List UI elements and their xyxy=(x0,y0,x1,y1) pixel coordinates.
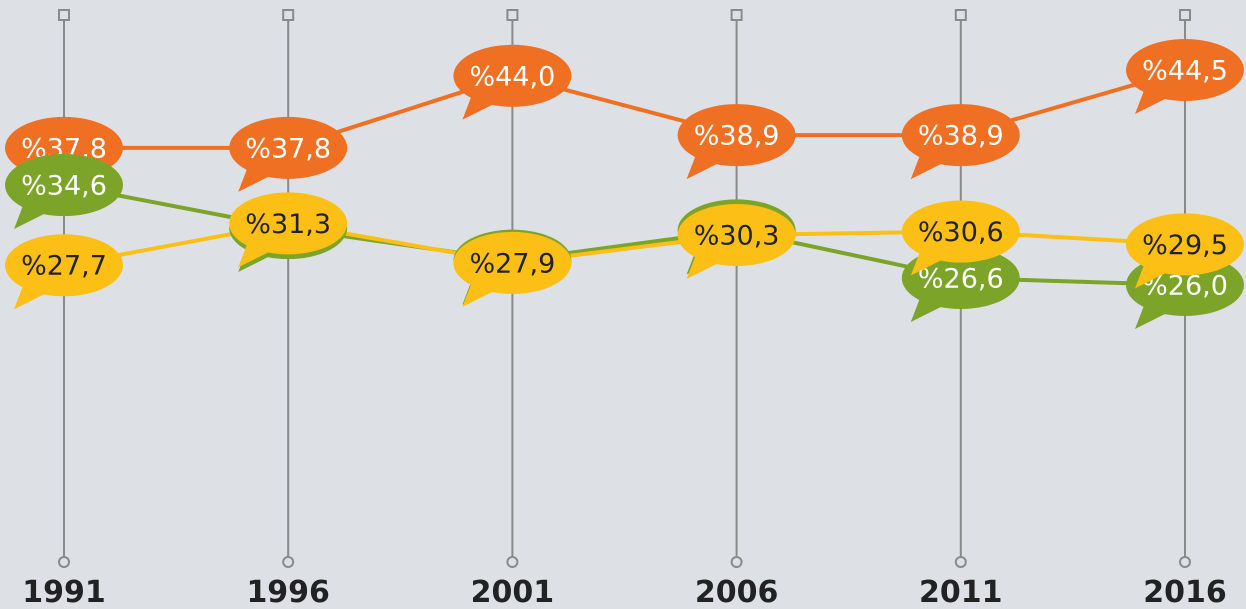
value-label: %34,6 xyxy=(21,171,107,202)
bubble xyxy=(1126,39,1244,101)
bubble xyxy=(5,234,123,297)
bubble xyxy=(677,204,796,267)
value-label: %38,9 xyxy=(918,121,1004,152)
value-label: %30,3 xyxy=(694,221,780,252)
guide-bottom xyxy=(282,556,295,568)
value-label: %37,8 xyxy=(245,133,331,164)
guide-top xyxy=(730,9,743,21)
guide-top xyxy=(1179,9,1191,21)
value-label: %27,9 xyxy=(470,248,556,279)
value-label: %31,3 xyxy=(245,209,331,240)
bubble xyxy=(677,104,796,167)
value-label: %26,6 xyxy=(918,264,1004,295)
bubble xyxy=(5,154,123,217)
bubble xyxy=(1126,213,1244,276)
bubble xyxy=(901,200,1020,263)
x-tick-label: 2006 xyxy=(695,575,779,609)
guide-bottom xyxy=(730,556,743,568)
guide-top xyxy=(58,9,70,21)
value-label: %27,7 xyxy=(21,251,107,282)
guide-bottom xyxy=(58,556,70,568)
guide-top xyxy=(282,9,295,21)
bubble xyxy=(901,104,1020,167)
guide-top xyxy=(506,9,519,21)
x-tick-label: 1991 xyxy=(22,575,106,609)
value-label: %38,9 xyxy=(694,121,780,152)
guide-bottom xyxy=(954,556,967,568)
value-label: %30,6 xyxy=(918,217,1004,248)
bubble xyxy=(229,192,348,255)
bubble xyxy=(229,116,348,179)
value-label: %44,0 xyxy=(470,61,556,92)
bubble xyxy=(453,44,572,107)
guide-top xyxy=(954,9,967,21)
guide-bottom xyxy=(1179,556,1191,568)
guide-bottom xyxy=(506,556,519,568)
bubble xyxy=(453,231,572,294)
value-label: %44,5 xyxy=(1142,56,1228,87)
x-tick-label: 2001 xyxy=(471,575,555,609)
x-tick-label: 1996 xyxy=(246,575,330,609)
value-label: %29,5 xyxy=(1142,230,1228,261)
x-tick-label: 2011 xyxy=(919,575,1003,609)
x-tick-label: 2016 xyxy=(1143,575,1227,609)
